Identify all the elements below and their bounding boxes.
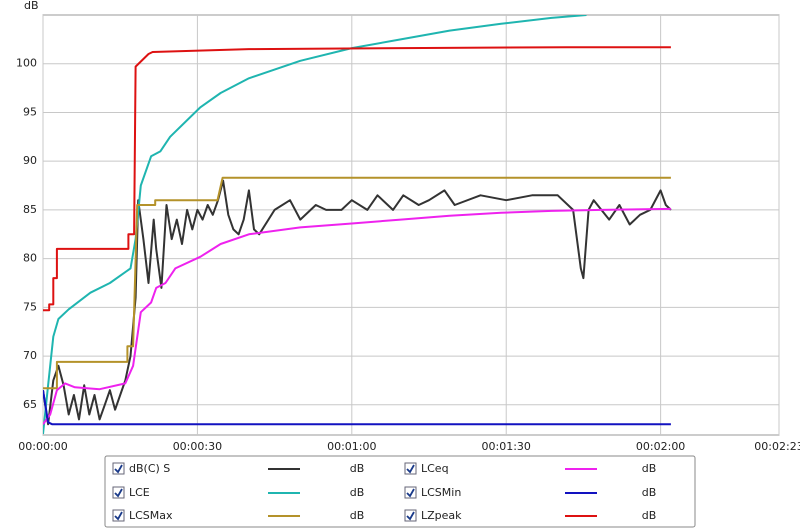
series-line <box>43 176 671 390</box>
legend-label: LCeq <box>421 462 449 475</box>
y-tick-label: 85 <box>23 203 37 216</box>
series-line <box>43 390 671 426</box>
legend <box>104 455 696 528</box>
legend-checkmark <box>114 511 123 521</box>
y-tick-label: 70 <box>23 349 37 362</box>
series-line <box>43 46 671 312</box>
legend-label: LCE <box>129 486 150 499</box>
legend-label: LCSMax <box>129 509 173 522</box>
legend-label: dB(C) S <box>129 462 170 475</box>
legend-checkbox[interactable] <box>112 486 125 499</box>
legend-checkbox[interactable] <box>404 486 417 499</box>
legend-unit: dB <box>350 509 365 522</box>
legend-checkmark <box>406 464 415 474</box>
series-line <box>43 207 671 425</box>
y-tick-label: 75 <box>23 300 37 313</box>
legend-checkmark <box>406 511 415 521</box>
legend-checkmark <box>114 488 123 498</box>
legend-unit: dB <box>642 462 657 475</box>
legend-unit: dB <box>642 486 657 499</box>
series-line <box>43 179 672 426</box>
legend-checkbox[interactable] <box>404 509 417 522</box>
legend-unit: dB <box>350 462 365 475</box>
x-tick-label: 00:01:00 <box>327 440 376 453</box>
legend-unit: dB <box>350 486 365 499</box>
x-tick-label: 00:01:30 <box>482 440 531 453</box>
x-tick-label: 00:02:00 <box>636 440 685 453</box>
legend-unit: dB <box>642 509 657 522</box>
x-tick-label: 00:00:30 <box>173 440 222 453</box>
x-tick-label: 00:02:23 <box>754 440 800 453</box>
legend-label: LCSMin <box>421 486 461 499</box>
y-tick-label: 90 <box>23 154 37 167</box>
series-line <box>43 15 587 435</box>
legend-checkbox[interactable] <box>112 509 125 522</box>
legend-checkbox[interactable] <box>112 462 125 475</box>
legend-label: LZpeak <box>421 509 462 522</box>
x-tick-label: 00:00:00 <box>18 440 67 453</box>
legend-checkbox[interactable] <box>404 462 417 475</box>
y-tick-label: 65 <box>23 398 37 411</box>
legend-checkmark <box>114 464 123 474</box>
y-axis-label: dB <box>24 0 39 12</box>
legend-checkmark <box>406 488 415 498</box>
y-tick-label: 95 <box>23 105 37 118</box>
y-tick-label: 100 <box>16 57 37 70</box>
y-tick-label: 80 <box>23 252 37 265</box>
